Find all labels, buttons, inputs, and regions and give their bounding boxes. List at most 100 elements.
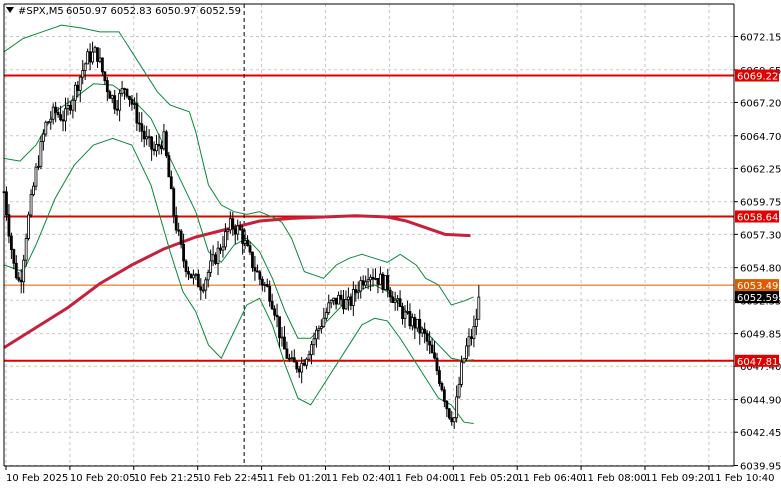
candle-body-bearish bbox=[9, 235, 13, 250]
chart-dropdown-triangle-icon[interactable] bbox=[6, 7, 14, 13]
candle-body-bearish bbox=[172, 188, 176, 216]
candle bbox=[238, 221, 242, 231]
candle-body-bearish bbox=[187, 271, 190, 275]
candle bbox=[128, 95, 131, 107]
candle-body-bearish bbox=[123, 88, 126, 90]
candle-body-bearish bbox=[59, 114, 62, 121]
candle bbox=[150, 136, 154, 161]
candle-body-bullish bbox=[307, 354, 311, 360]
candle bbox=[66, 97, 70, 116]
level-tag-label: 6047.81 bbox=[737, 357, 778, 368]
candle bbox=[7, 204, 11, 244]
candle bbox=[37, 155, 40, 171]
candle-body-bearish bbox=[184, 260, 188, 272]
candle bbox=[351, 281, 355, 316]
candle bbox=[157, 133, 161, 155]
candle-body-bearish bbox=[440, 383, 444, 391]
candle bbox=[17, 271, 21, 283]
candle bbox=[209, 249, 213, 277]
candle-body-bullish bbox=[393, 299, 397, 303]
moving-average-line bbox=[3, 214, 471, 349]
candle-body-bearish bbox=[125, 88, 129, 97]
candle-body-bearish bbox=[238, 225, 242, 231]
candle-body-bearish bbox=[425, 333, 429, 342]
ohlc-readout: 6050.97 6052.83 6050.97 6052.59 bbox=[66, 6, 241, 17]
candle bbox=[152, 141, 156, 156]
level-tag-label: 6053.49 bbox=[737, 281, 778, 292]
candle bbox=[292, 349, 296, 363]
candle bbox=[177, 222, 181, 236]
y-tick-label: 6062.25 bbox=[740, 164, 781, 175]
candle bbox=[118, 89, 122, 122]
candle bbox=[366, 268, 370, 290]
candle bbox=[275, 303, 279, 328]
candle-body-bullish bbox=[120, 88, 124, 94]
candle bbox=[34, 162, 38, 191]
candle-body-bearish bbox=[130, 99, 134, 105]
y-tick-label: 6049.85 bbox=[740, 330, 781, 341]
candle-body-bearish bbox=[260, 278, 264, 286]
y-axis-ticks: 6072.156069.656067.206064.706062.256059.… bbox=[734, 33, 781, 473]
candle-body-bearish bbox=[428, 340, 432, 346]
candle bbox=[172, 186, 176, 224]
candle bbox=[219, 243, 222, 255]
candle bbox=[260, 276, 264, 292]
candle-body-bullish bbox=[420, 328, 424, 334]
candle-body-bearish bbox=[418, 318, 422, 334]
candle-body-bearish bbox=[438, 370, 441, 384]
candle bbox=[39, 135, 43, 170]
candle-body-bearish bbox=[19, 279, 23, 283]
candles bbox=[2, 41, 481, 430]
candle-body-bullish bbox=[209, 260, 213, 273]
candle-body-bearish bbox=[295, 361, 299, 370]
candle-body-bearish bbox=[140, 123, 144, 132]
candle-body-bullish bbox=[206, 271, 210, 281]
candle-body-bearish bbox=[128, 95, 131, 100]
candle-body-bearish bbox=[287, 357, 291, 360]
candle bbox=[300, 356, 304, 384]
candle bbox=[342, 290, 345, 314]
candle bbox=[329, 299, 333, 309]
candle-body-bullish bbox=[327, 302, 331, 313]
candle-body-bearish bbox=[96, 47, 99, 62]
candle bbox=[452, 416, 456, 430]
candle-body-bearish bbox=[69, 105, 72, 111]
candle bbox=[88, 43, 92, 71]
candle bbox=[192, 269, 195, 285]
y-tick-label: 6072.15 bbox=[740, 33, 781, 44]
candle-body-bullish bbox=[472, 326, 476, 339]
candle-body-bearish bbox=[196, 273, 200, 288]
candle bbox=[96, 47, 99, 68]
candle-body-bullish bbox=[366, 279, 370, 283]
moving-average bbox=[3, 214, 471, 349]
candle bbox=[398, 290, 402, 308]
candle bbox=[270, 293, 274, 311]
candle-body-bullish bbox=[162, 131, 166, 150]
candle-body-bearish bbox=[152, 148, 156, 152]
candle-body-bullish bbox=[201, 289, 205, 292]
candle-body-bullish bbox=[83, 63, 87, 71]
candle-body-bullish bbox=[32, 185, 35, 195]
candle-body-bullish bbox=[374, 277, 377, 280]
candle bbox=[69, 101, 72, 115]
candle bbox=[457, 376, 461, 399]
candle bbox=[93, 45, 97, 53]
candle-body-bearish bbox=[182, 243, 185, 262]
candle-body-bearish bbox=[285, 348, 289, 359]
candle-body-bearish bbox=[251, 251, 254, 268]
candle-body-bearish bbox=[108, 91, 112, 99]
candle bbox=[201, 283, 205, 294]
candle bbox=[248, 241, 252, 256]
candle-body-bearish bbox=[253, 267, 257, 272]
candle-body-bullish bbox=[98, 57, 102, 62]
candle-body-bullish bbox=[383, 275, 387, 290]
candle bbox=[410, 313, 414, 331]
y-tick-label: 6064.70 bbox=[740, 132, 781, 143]
x-tick-label: 11 Feb 01:20 bbox=[262, 473, 328, 484]
candle bbox=[140, 112, 144, 142]
candle-body-bearish bbox=[442, 389, 446, 402]
candle bbox=[73, 82, 77, 112]
candle bbox=[455, 385, 459, 423]
candle bbox=[120, 80, 124, 97]
candle-body-bearish bbox=[268, 285, 272, 302]
